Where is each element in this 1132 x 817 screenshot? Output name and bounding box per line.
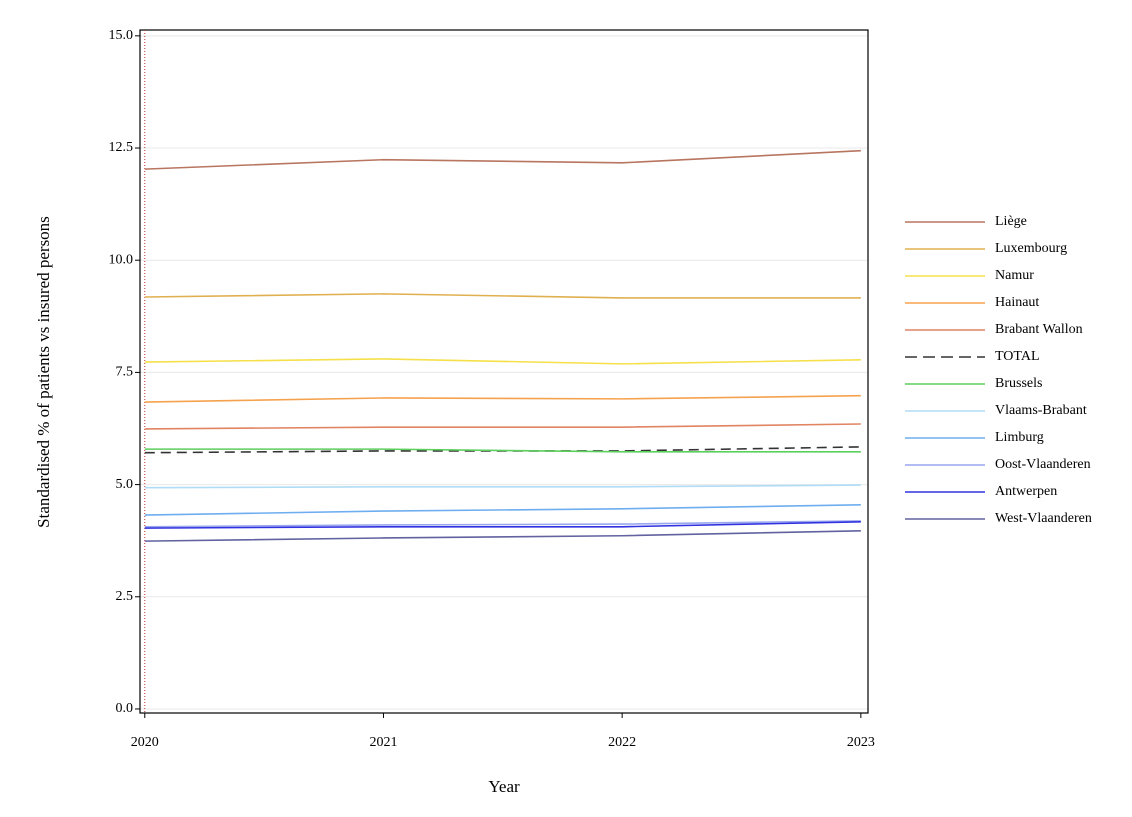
x-axis-label: Year: [488, 777, 520, 796]
y-tick-label: 12.5: [109, 140, 134, 155]
series-line: [144, 293, 861, 299]
series-line: [144, 423, 861, 430]
legend-label: Antwerpen: [995, 484, 1057, 499]
series-line: [144, 394, 861, 403]
legend-label: Brabant Wallon: [995, 322, 1083, 337]
y-tick-label: 10.0: [109, 252, 134, 267]
plot-frame: [139, 29, 869, 714]
y-tick-label: 7.5: [116, 365, 134, 380]
legend-label: Vlaams-Brabant: [995, 403, 1087, 418]
y-tick-label: 2.5: [116, 589, 134, 604]
legend-label: Hainaut: [995, 295, 1039, 310]
y-axis-label: Standardised % of patients vs insured pe…: [34, 216, 53, 528]
series-line: [144, 520, 861, 528]
y-tick-label: 15.0: [109, 28, 134, 43]
legend-label: West-Vlaanderen: [995, 511, 1092, 526]
x-tick-label: 2021: [369, 735, 397, 750]
legend-label: Luxembourg: [995, 241, 1067, 256]
x-tick-label: 2022: [608, 735, 636, 750]
series-line: [144, 484, 861, 489]
legend-label: TOTAL: [995, 349, 1040, 364]
y-tick-label: 0.0: [116, 701, 134, 716]
series-line: [144, 521, 861, 529]
legend-label: Oost-Vlaanderen: [995, 457, 1091, 472]
legend-label: Limburg: [995, 430, 1044, 445]
legend-label: Brussels: [995, 376, 1042, 391]
series-line: [144, 149, 861, 170]
series-line: [144, 530, 861, 542]
legend-label: Namur: [995, 268, 1034, 283]
series-line: [144, 448, 861, 453]
x-tick-label: 2020: [131, 735, 159, 750]
legend-label: Liège: [995, 214, 1027, 229]
series-line: [144, 358, 861, 365]
x-tick-label: 2023: [847, 735, 875, 750]
series-line: [144, 503, 861, 516]
y-tick-label: 5.0: [116, 477, 134, 492]
